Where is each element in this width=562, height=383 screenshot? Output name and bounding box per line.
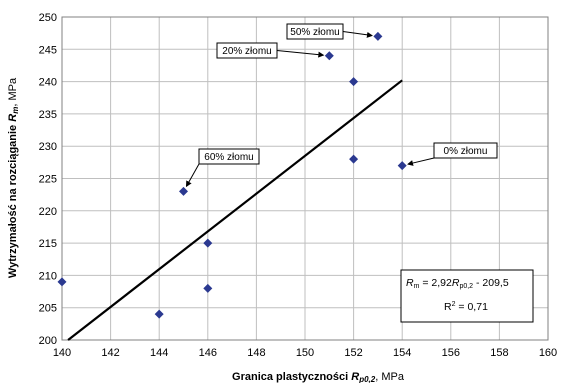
y-tick-label: 215 bbox=[39, 238, 57, 250]
annotation: 0% złomu bbox=[407, 142, 498, 166]
data-points bbox=[57, 31, 407, 319]
y-axis-title: Wytrzymałość na rozciąganie Rm, MPa bbox=[7, 77, 20, 278]
x-tick-label: 156 bbox=[442, 347, 460, 359]
x-tick-label: 154 bbox=[393, 347, 411, 359]
annotation-box bbox=[216, 42, 278, 59]
y-tick-label: 250 bbox=[39, 12, 57, 24]
annotation-label: 60% złomu bbox=[204, 152, 253, 163]
annotation-box bbox=[286, 23, 344, 40]
x-tick-label: 140 bbox=[53, 347, 71, 359]
plot-frame bbox=[61, 16, 549, 341]
y-tick-label: 210 bbox=[39, 270, 57, 282]
annotations: 50% złomu 20% złomu 60% złomu 0% złomu bbox=[185, 23, 498, 188]
y-tick-label: 200 bbox=[39, 335, 57, 347]
annotation-box bbox=[198, 148, 260, 165]
annotation-box bbox=[433, 142, 498, 159]
data-point bbox=[349, 154, 359, 164]
data-point bbox=[57, 277, 67, 287]
data-point bbox=[179, 186, 188, 196]
annotation: 60% złomu bbox=[185, 148, 260, 188]
trend-line bbox=[67, 79, 403, 341]
x-tick-label: 152 bbox=[344, 347, 362, 359]
annotation-arrow bbox=[185, 163, 200, 188]
annotation-label: 20% złomu bbox=[222, 46, 271, 57]
y-tick-label: 235 bbox=[39, 109, 57, 121]
data-point bbox=[324, 51, 334, 61]
data-point bbox=[373, 31, 383, 41]
y-axis-ticks: 200 205 210 215 220 225 230 235 240 245 250 bbox=[39, 12, 57, 347]
annotation-label: 50% złomu bbox=[290, 27, 339, 38]
x-axis-ticks: 140 142 144 146 148 150 152 154 156 158 160 bbox=[53, 347, 557, 359]
equation-box: Rm = 2,92Rp0,2 - 209,5 R2 = 0,71 bbox=[400, 269, 534, 323]
y-tick-label: 230 bbox=[39, 141, 57, 153]
y-tick-label: 245 bbox=[39, 44, 57, 56]
x-tick-label: 150 bbox=[296, 347, 314, 359]
annotation-arrow bbox=[407, 157, 435, 166]
x-tick-label: 144 bbox=[150, 347, 168, 359]
data-point bbox=[349, 77, 359, 87]
y-tick-label: 205 bbox=[39, 303, 57, 315]
data-point bbox=[154, 309, 164, 319]
x-tick-label: 148 bbox=[247, 347, 265, 359]
y-tick-label: 240 bbox=[39, 77, 57, 89]
y-tick-label: 225 bbox=[39, 174, 57, 186]
x-tick-label: 142 bbox=[101, 347, 119, 359]
x-tick-label: 146 bbox=[199, 347, 217, 359]
annotation-arrow bbox=[342, 31, 373, 38]
annotation-arrow bbox=[276, 50, 325, 58]
annotation: 20% złomu bbox=[216, 42, 325, 59]
data-point bbox=[203, 238, 213, 248]
x-axis-title: Granica plastyczności Rp0,2, MPa bbox=[232, 371, 405, 383]
equation-line-1: Rm = 2,92Rp0,2 - 209,5 bbox=[406, 277, 509, 290]
data-point bbox=[203, 283, 213, 293]
y-tick-label: 220 bbox=[39, 206, 57, 218]
annotation: 50% złomu bbox=[286, 23, 373, 40]
data-point bbox=[397, 161, 407, 171]
equation-line-2: R2 = 0,71 bbox=[444, 301, 488, 313]
annotation-label: 0% złomu bbox=[444, 146, 488, 157]
x-tick-label: 158 bbox=[490, 347, 508, 359]
x-tick-label: 160 bbox=[539, 347, 557, 359]
